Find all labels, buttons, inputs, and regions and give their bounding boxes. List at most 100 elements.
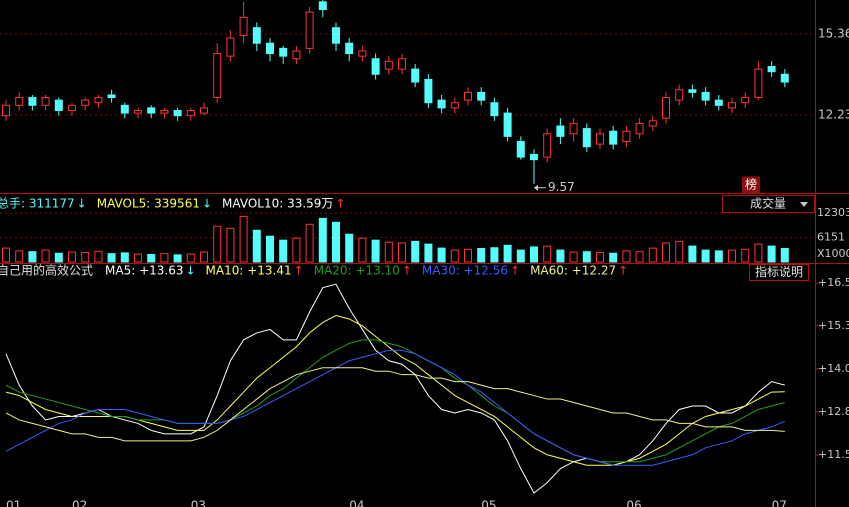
volume-legend: 总手: 311177 (0, 197, 75, 211)
candle-body (173, 109, 182, 117)
candle-body (754, 68, 763, 99)
badge-box[interactable] (742, 176, 760, 194)
indicator-legend: MA60: +12.27 (530, 264, 616, 278)
candle-body (226, 37, 235, 57)
candle-body (239, 16, 248, 36)
trend-arrow: ↓ (185, 264, 195, 278)
candle-body (437, 99, 446, 109)
candle-body (318, 1, 327, 11)
volume-bar (332, 221, 340, 263)
volume-bar (358, 237, 367, 263)
volume-bar (371, 239, 380, 263)
candle-body (120, 104, 129, 114)
candle-body (186, 109, 195, 117)
candle-body (345, 42, 354, 55)
volume-bar (503, 244, 512, 263)
volume-bar (292, 237, 301, 263)
indicator-line (5, 283, 785, 494)
y-tick-label: +14.07 (818, 362, 849, 375)
candle-body (292, 50, 301, 60)
volume-button[interactable] (722, 195, 815, 213)
volume-bar (94, 250, 103, 263)
y-tick-label: 6151 (817, 231, 845, 244)
volume-bar (384, 241, 393, 263)
candle-body (582, 128, 591, 148)
volume-bar (780, 248, 789, 263)
x-tick-label: 01 (6, 499, 21, 507)
volume-bar (81, 251, 90, 263)
volume-bar (477, 248, 486, 263)
candle-body (609, 130, 618, 145)
x-tick-label: 05 (481, 499, 496, 507)
volume-bar (305, 223, 314, 263)
dropdown-arrow (800, 202, 808, 207)
volume-bar (701, 249, 710, 263)
volume-bar (688, 245, 697, 263)
x-tick-label: 04 (349, 499, 364, 507)
volume-bar (516, 249, 525, 263)
volume-bar (622, 250, 631, 263)
volume-bar (186, 253, 195, 263)
candle-body (477, 91, 486, 101)
volume-bar (714, 250, 723, 263)
indicator-line (5, 339, 785, 463)
indicator-button-label[interactable]: 指标说明 (755, 264, 803, 279)
candle-body (780, 73, 789, 83)
candle-body (81, 99, 90, 106)
volume-bar (15, 250, 24, 263)
candle-body (490, 102, 499, 117)
candle-body (635, 122, 644, 135)
trend-arrow: ↑ (402, 264, 412, 278)
candle-body (701, 91, 710, 101)
x-tick-label: 03 (191, 499, 206, 507)
volume-bar (767, 245, 776, 263)
volume-bar (54, 252, 63, 263)
candle-body (94, 97, 103, 104)
y-tick-label: 12.23 (818, 107, 849, 121)
trend-arrow: ↑ (294, 264, 304, 278)
volume-button-label[interactable]: 成交量 (750, 196, 786, 211)
indicator-legend: MA20: +13.10 (314, 264, 400, 278)
volume-bar (635, 251, 644, 263)
trend-arrow: ↓ (202, 197, 212, 211)
candle-body (279, 47, 288, 57)
candle-body (622, 130, 631, 143)
volume-legend: MAVOL10: 33.59万 (222, 197, 333, 211)
volume-bar (120, 252, 129, 263)
candle-body (15, 97, 24, 106)
candle-body (266, 42, 274, 55)
candle-body (648, 120, 657, 127)
x-tick-label: 02 (72, 499, 87, 507)
candle-body (688, 89, 697, 93)
indicator-button[interactable] (749, 264, 809, 281)
candle-body (107, 94, 116, 99)
candle-body (530, 153, 538, 161)
volume-bar (398, 242, 406, 263)
x-tick-label: 06 (626, 499, 641, 507)
candle-body (213, 53, 222, 99)
volume-bar (345, 233, 354, 263)
volume-bar (569, 251, 578, 263)
candle-body (147, 107, 156, 114)
candle-body (714, 99, 723, 106)
volume-bar (41, 249, 50, 263)
volume-bar (107, 253, 116, 263)
candle-body (767, 66, 776, 73)
volume-bar (437, 247, 446, 263)
candle-body (675, 89, 684, 101)
candle-body (2, 104, 10, 117)
volume-bar (648, 247, 657, 263)
y-tick-label: +11.59 (818, 448, 849, 461)
badge[interactable]: 榜 (745, 177, 757, 192)
volume-bar (252, 229, 261, 263)
volume-bar (2, 247, 10, 263)
indicator-line (5, 349, 785, 466)
candle-body (384, 60, 393, 70)
y-tick-label: +15.30 (818, 319, 849, 332)
trend-arrow: ↑ (335, 197, 345, 211)
indicator-line (5, 314, 785, 466)
indicator-legend: MA30: +12.56 (422, 264, 508, 278)
candle-body (741, 97, 750, 104)
volume-bar (134, 253, 142, 263)
